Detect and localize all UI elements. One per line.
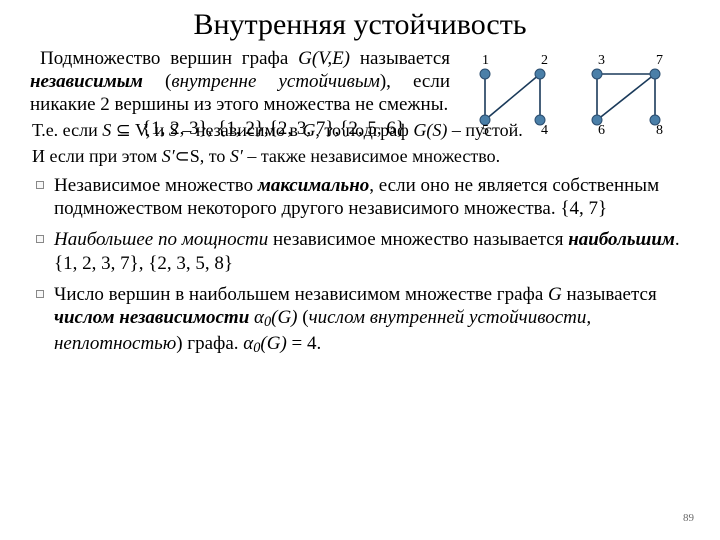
page-number: 89 — [683, 512, 694, 524]
svg-text:1: 1 — [482, 53, 489, 68]
def-term: независимым — [30, 71, 143, 92]
li3d: (G) — [271, 307, 297, 328]
definition-paragraph: Подмножество вершин графа G(V,E) называе… — [30, 48, 450, 116]
n2sp2: S′ — [230, 146, 243, 166]
n2b: , то — [200, 146, 230, 166]
note-line-2: И если при этом S′⊂S, то S′ – также неза… — [32, 146, 688, 168]
li2b: независимое множество называется — [268, 229, 568, 250]
overlay-example-sets: {1, 2, 3}, {1, 2},{2, 3, 7},{2, 5, 6} — [142, 118, 405, 141]
li2a: Наибольшее по мощности — [54, 229, 268, 250]
li3h: (G) — [260, 333, 286, 354]
li3alpha: α — [254, 307, 264, 328]
n1s: S — [102, 120, 116, 140]
def-paren1: ( — [143, 71, 171, 92]
def-mid: называется — [350, 48, 450, 69]
li2c: наибольшим — [568, 229, 675, 250]
list-item: Наибольшее по мощности независимое множе… — [54, 228, 690, 276]
n1e: – пустой. — [447, 120, 522, 140]
n2sp: S′ — [162, 146, 175, 166]
n2a: И если при этом — [32, 146, 162, 166]
bullet-list: Независимое множество максимально, если … — [30, 174, 690, 358]
def-lead: Подмножество вершин графа — [40, 48, 298, 69]
svg-text:2: 2 — [541, 53, 548, 68]
li3a: Число вершин в наибольшем независимом мн… — [54, 284, 548, 305]
li3b: называется — [562, 284, 657, 305]
li1a: Независимое множество — [54, 175, 258, 196]
def-sust: внутренне устойчивым — [171, 71, 380, 92]
n1a: Т.е. если — [32, 120, 102, 140]
list-item: Число вершин в наибольшем независимом мн… — [54, 283, 690, 358]
li3g2: ) графа. — [176, 333, 243, 354]
li3e: ( — [298, 307, 309, 328]
n2sub: ⊂S — [175, 146, 200, 166]
page-title: Внутренняя устойчивость — [30, 8, 690, 42]
li3c: числом независимости — [54, 307, 249, 328]
li3alpha2: α — [243, 333, 253, 354]
svg-text:3: 3 — [598, 53, 605, 68]
n2c: – также независимое множество. — [243, 146, 500, 166]
svg-text:7: 7 — [656, 53, 663, 68]
def-VE: (V,E) — [312, 48, 350, 69]
li3i: = 4. — [287, 333, 321, 354]
list-item: Независимое множество максимально, если … — [54, 174, 690, 222]
def-G: G — [298, 48, 312, 69]
li3g: G — [548, 284, 562, 305]
n1gs: G(S) — [413, 120, 447, 140]
li1b: максимально — [258, 175, 369, 196]
note-line-1: {1, 2, 3}, {1, 2},{2, 3, 7},{2, 5, 6} Т.… — [32, 120, 688, 142]
